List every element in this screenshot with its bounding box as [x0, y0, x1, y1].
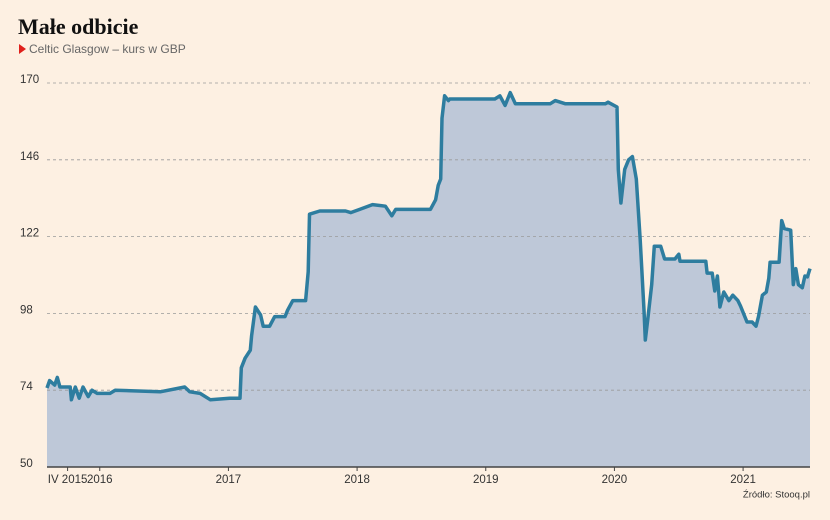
x-tick-label: 2020	[602, 474, 628, 486]
chart-subtitle: Celtic Glasgow – kurs w GBP	[29, 42, 186, 56]
subtitle-marker	[19, 44, 26, 54]
x-tick-label: IV 2015	[48, 474, 88, 486]
line	[45, 90, 812, 402]
chart-title: Małe odbicie	[18, 14, 139, 39]
y-tick-label: 170	[20, 74, 39, 86]
x-tick-label: 2019	[473, 474, 499, 486]
x-tick-label: 2021	[730, 474, 756, 486]
x-tick-label: 2018	[344, 474, 370, 486]
y-tick-label: 98	[20, 304, 33, 316]
source: Źródło: Stooq.pl	[743, 490, 810, 501]
x-tick-label: 2017	[216, 474, 242, 486]
y-tick-label: 146	[20, 151, 39, 163]
y-tick-label: 50	[20, 458, 33, 470]
x-tick-label: 2016	[87, 474, 113, 486]
y-tick-label: 74	[20, 381, 33, 393]
y-tick-label: 122	[20, 228, 39, 240]
area	[47, 92, 810, 467]
